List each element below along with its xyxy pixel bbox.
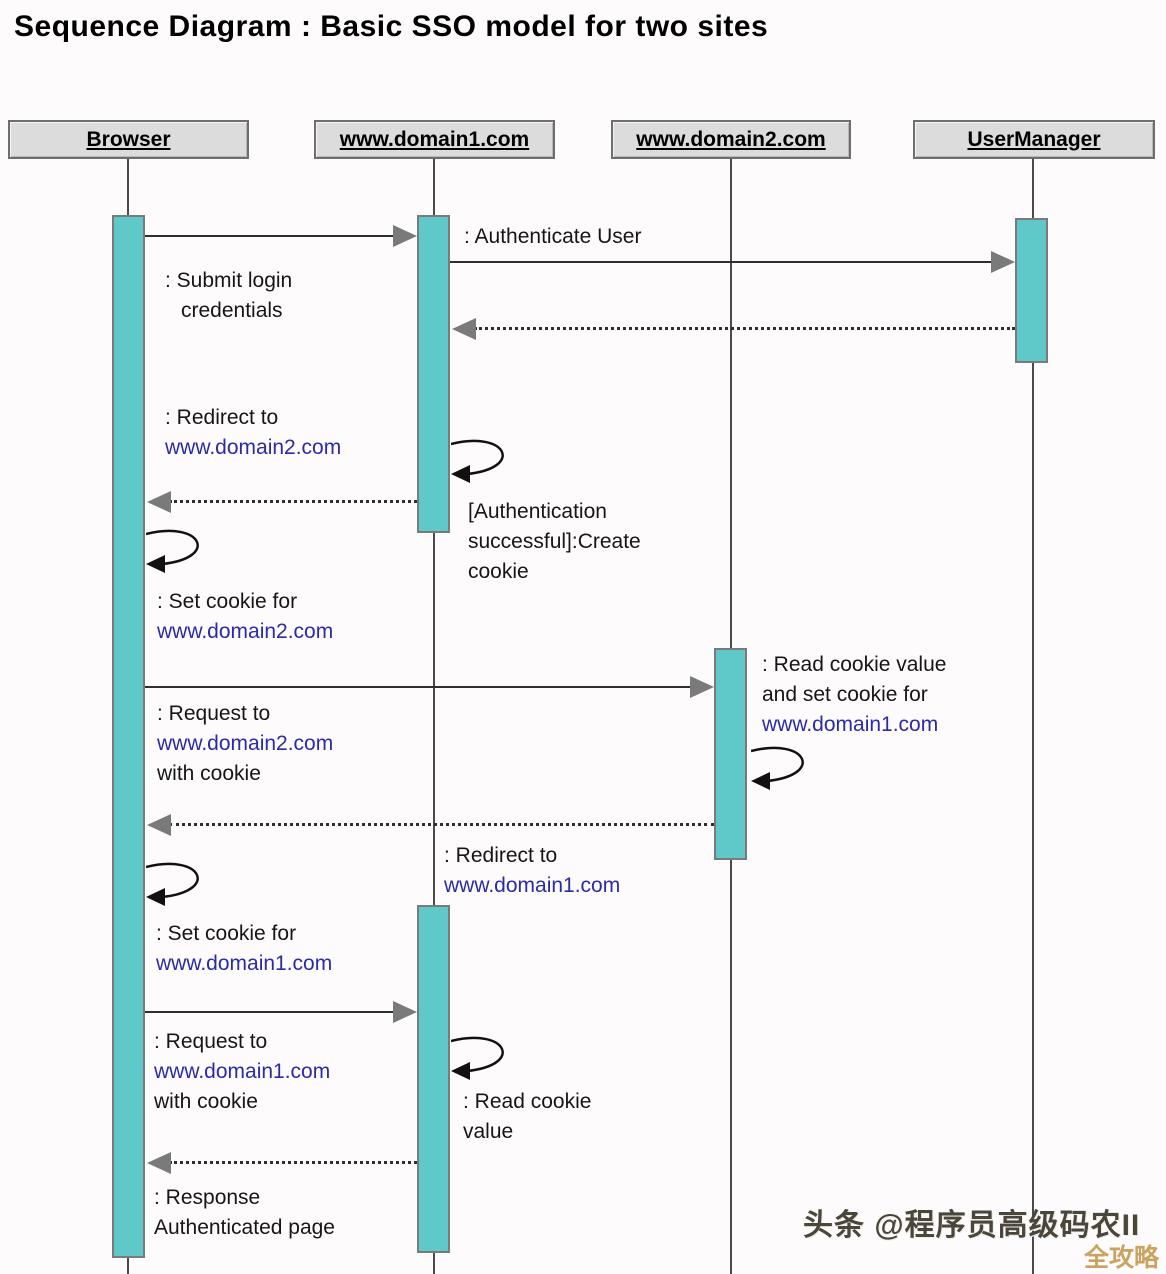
activation-browser	[112, 215, 145, 1258]
label-redirect-domain1: : Redirect to www.domain1.com	[444, 844, 621, 897]
actor-usermanager: UserManager	[913, 120, 1155, 159]
label-set-cookie-domain2: : Set cookie for www.domain2.com	[157, 590, 334, 643]
label-read-cookie-set: : Read cookie value and set cookie for w…	[762, 653, 947, 736]
activation-domain1-first	[417, 215, 450, 533]
return-redirect-domain1	[169, 823, 714, 826]
actor-domain1-label: www.domain1.com	[339, 127, 530, 151]
arrow-authenticate-user	[450, 261, 991, 263]
actor-usermanager-label: UserManager	[967, 127, 1101, 151]
activation-domain2	[714, 648, 747, 860]
lifeline-domain1	[433, 158, 435, 1274]
arrow-request-domain2	[145, 686, 690, 688]
return-redirect-domain2	[169, 500, 417, 503]
label-set-cookie-domain1: : Set cookie for www.domain1.com	[156, 922, 333, 975]
self-loop-read-set-cookie	[751, 746, 804, 790]
actor-browser: Browser	[8, 120, 249, 159]
arrow-submit-login	[145, 235, 393, 237]
self-loop-set-cookie-domain2	[146, 529, 199, 573]
arrowhead-right-icon	[690, 676, 714, 698]
self-loop-set-cookie-domain1	[146, 862, 199, 906]
label-redirect-domain2: : Redirect to www.domain2.com	[165, 406, 342, 459]
arrowhead-left-icon	[147, 1152, 171, 1174]
arrowhead-left-icon	[147, 814, 171, 836]
actor-domain2: www.domain2.com	[611, 120, 851, 159]
label-auth-successful: [Authentication successful]:Create cooki…	[468, 500, 641, 583]
label-authenticate-user: : Authenticate User	[464, 225, 642, 248]
arrowhead-left-icon	[452, 318, 476, 340]
activation-usermanager	[1015, 218, 1048, 363]
arrowhead-right-icon	[393, 1001, 417, 1023]
label-request-domain2: : Request to www.domain2.com with cookie	[157, 702, 334, 785]
activation-domain1-second	[417, 905, 450, 1253]
arrowhead-left-icon	[147, 491, 171, 513]
arrowhead-right-icon	[991, 251, 1015, 273]
diagram-title: Sequence Diagram : Basic SSO model for t…	[14, 10, 769, 43]
label-read-cookie-value: : Read cookie value	[463, 1090, 592, 1143]
label-response: : Response Authenticated page	[154, 1186, 335, 1239]
return-auth-result	[474, 327, 1015, 330]
actor-domain2-label: www.domain2.com	[636, 127, 826, 151]
actor-domain1: www.domain1.com	[314, 120, 555, 159]
self-loop-read-cookie	[451, 1036, 504, 1080]
arrowhead-right-icon	[393, 225, 417, 247]
return-response	[169, 1161, 417, 1164]
label-submit-login: : Submit login credentials	[165, 269, 293, 322]
label-request-domain1: : Request to www.domain1.com with cookie	[154, 1030, 331, 1113]
lifeline-usermanager	[1032, 158, 1034, 1274]
watermark-badge: 全攻略	[1084, 1244, 1160, 1272]
actor-browser-label: Browser	[86, 127, 171, 151]
arrow-request-domain1	[145, 1011, 393, 1013]
self-loop-create-cookie	[451, 439, 504, 483]
watermark-handle: 头条 @程序员高级码农II	[803, 1209, 1141, 1242]
